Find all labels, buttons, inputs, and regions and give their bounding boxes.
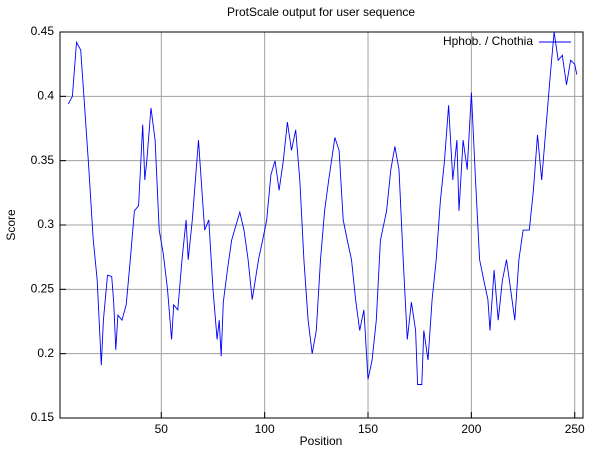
y-tick-label: 0.4 [37,89,54,103]
legend-label: Hphob. / Chothia [443,34,533,48]
x-tick-label: 100 [255,422,275,436]
y-tick-label: 0.2 [37,346,54,360]
x-tick-label: 200 [461,422,481,436]
x-tick-label: 50 [155,422,169,436]
y-tick-label: 0.45 [31,24,55,38]
y-tick-label: 0.15 [31,410,55,424]
y-tick-label: 0.3 [37,217,54,231]
data-line [67,31,578,385]
chart-title: ProtScale output for user sequence [227,5,415,19]
x-tick-label: 250 [565,422,585,436]
x-axis-label: Position [300,434,343,448]
plot-frame [59,31,584,419]
y-axis-label: Score [4,209,18,241]
y-tick-label: 0.35 [31,153,55,167]
y-tick-label: 0.25 [31,282,55,296]
x-tick-label: 150 [358,422,378,436]
